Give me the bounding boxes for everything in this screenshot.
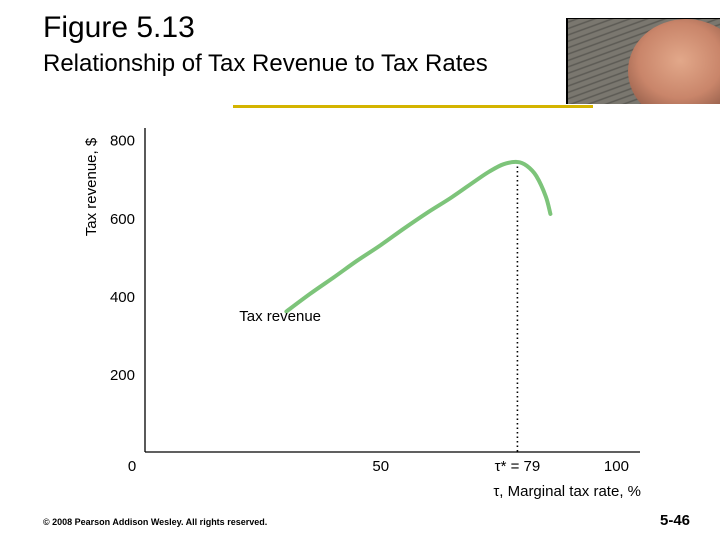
title-underline	[233, 105, 593, 108]
tick-labels: 200 400 600 800 50 τ* = 79 100 0	[110, 133, 629, 475]
y-tick-label: 600	[110, 211, 135, 228]
x-tick-label: τ* = 79	[495, 458, 541, 475]
y-axis-label: Tax revenue, $	[83, 137, 100, 236]
slide-title: Relationship of Tax Revenue to Tax Rates	[43, 50, 488, 77]
y-tick-label: 800	[110, 133, 135, 150]
copyright-notice: © 2008 Pearson Addison Wesley. All right…	[43, 517, 268, 527]
origin-label: 0	[128, 458, 136, 475]
tax-revenue-curve	[284, 159, 553, 314]
figure-number: Figure 5.13	[43, 11, 195, 44]
curve-annotation: Tax revenue	[239, 308, 321, 325]
slide-number: 5-46	[660, 512, 691, 529]
x-axis-label: τ, Marginal tax rate, %	[493, 483, 641, 500]
decorative-stone-image	[568, 19, 720, 104]
y-tick-label: 200	[110, 367, 135, 384]
chart-axes	[144, 128, 640, 453]
decorative-photo	[566, 18, 720, 104]
series-layer	[284, 159, 553, 314]
y-tick-label: 400	[110, 289, 135, 306]
x-tick-label: 100	[604, 458, 629, 475]
x-tick-label: 50	[372, 458, 389, 475]
axis-labels: τ, Marginal tax rate, % Tax revenue, $ Tax…	[83, 137, 641, 500]
